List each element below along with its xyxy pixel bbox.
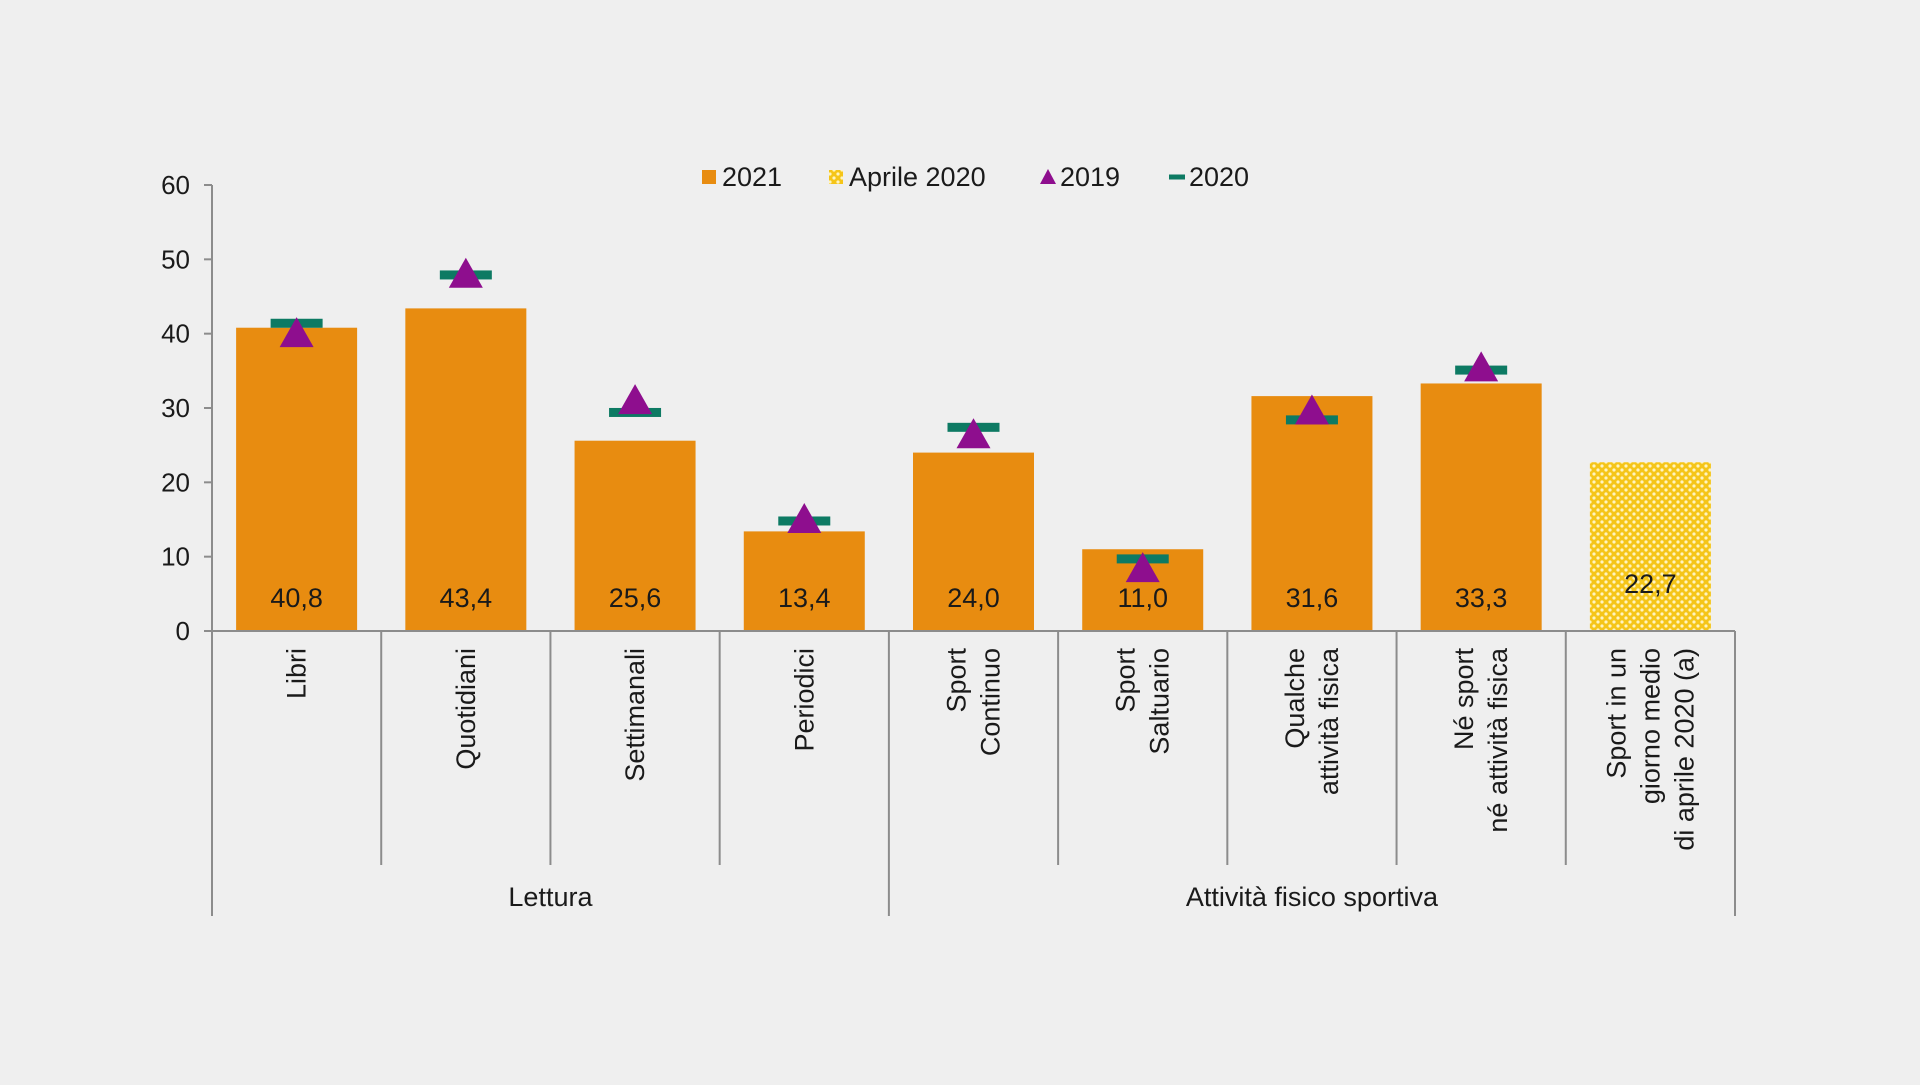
data-label: 31,6	[1286, 583, 1339, 613]
category-label: Sport Continuo	[942, 648, 1006, 757]
y-tick-label: 40	[161, 319, 190, 349]
marker-2019	[1464, 351, 1499, 382]
legend-label: 2020	[1189, 162, 1249, 192]
bar-2021	[1420, 383, 1542, 631]
marker-2019	[1294, 394, 1329, 425]
legend-label: Aprile 2020	[849, 162, 986, 192]
group-label: Attività fisico sportiva	[1186, 882, 1439, 912]
category-label: Sport in un giorno medio di aprile 2020 (a…	[1601, 648, 1699, 851]
legend-swatch-2021	[702, 170, 716, 184]
group-label: Lettura	[508, 882, 593, 912]
bar-2021	[574, 440, 696, 631]
marker-2019	[956, 418, 991, 449]
bar-aprile-2020	[1589, 462, 1711, 631]
plot-area: 0 10 20 30 40 50 60 Libri Quotidiani Settimanali P…	[161, 170, 1736, 916]
y-tick-label: 0	[176, 616, 190, 646]
category-label: Né sport né attività fisica	[1449, 647, 1513, 833]
data-label: 43,4	[440, 583, 493, 613]
bar-2021	[913, 452, 1034, 631]
legend-swatch-2019	[1040, 169, 1056, 184]
bar-2021	[236, 327, 358, 631]
legend-swatch-aprile-2020	[829, 170, 843, 184]
data-label: 40,8	[270, 583, 323, 613]
marker-2019	[1125, 552, 1160, 583]
category-label: Sport Saltuario	[1111, 648, 1175, 755]
legend: 2021 Aprile 2020 2019 2020	[702, 162, 1249, 192]
marker-2019	[787, 503, 822, 534]
legend-label: 2019	[1060, 162, 1120, 192]
y-tick-label: 60	[161, 170, 190, 200]
data-label: 24,0	[947, 583, 1000, 613]
y-tick-label: 10	[161, 542, 190, 572]
category-label: Libri	[282, 648, 312, 699]
data-label: 25,6	[609, 583, 662, 613]
category-label: Quotidiani	[451, 648, 481, 770]
y-tick-label: 20	[161, 467, 190, 497]
y-tick-label: 50	[161, 244, 190, 274]
data-label: 33,3	[1455, 583, 1508, 613]
category-label: Settimanali	[620, 648, 650, 782]
bar-2021	[743, 531, 865, 631]
marker-2019	[448, 257, 483, 288]
marker-2019	[618, 384, 653, 415]
bar-2021	[1251, 396, 1373, 631]
bar-2021	[405, 308, 527, 631]
legend-label: 2021	[722, 162, 782, 192]
category-label: Qualche attività fisica	[1280, 647, 1344, 795]
data-label: 11,0	[1117, 583, 1168, 613]
category-label: Periodici	[789, 648, 819, 752]
data-label: 13,4	[778, 583, 831, 613]
y-tick-label: 30	[161, 393, 190, 423]
legend-swatch-2020	[1169, 174, 1185, 180]
marker-2019	[279, 317, 314, 348]
data-label: 22,7	[1624, 569, 1677, 599]
